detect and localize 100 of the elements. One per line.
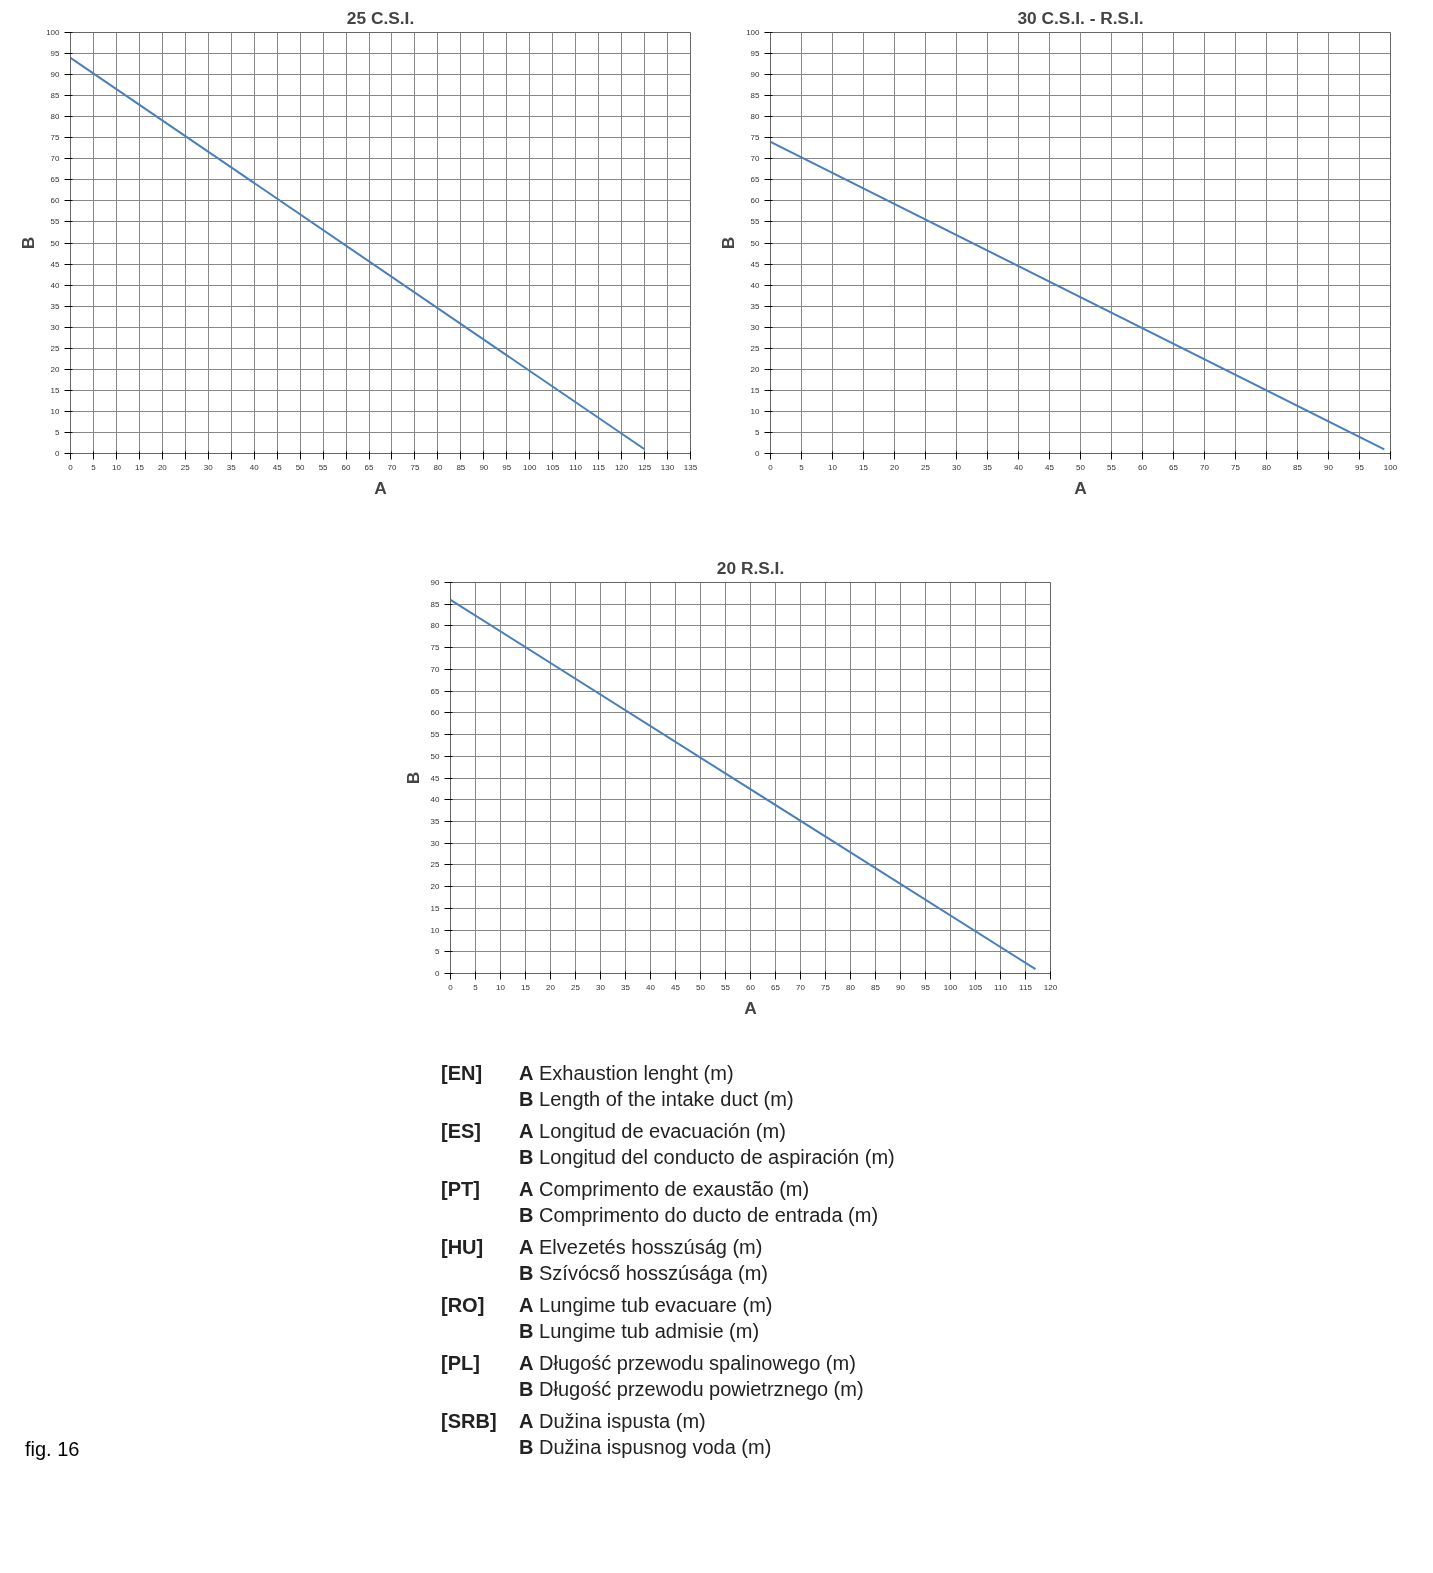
y-tick-label: 65 <box>750 175 761 185</box>
y-tick-label: 60 <box>430 708 441 718</box>
y-tick-label: 75 <box>430 643 441 653</box>
x-tick-label: 130 <box>660 462 675 472</box>
y-tick-label: 10 <box>50 406 61 416</box>
y-tick-label: 65 <box>430 686 441 696</box>
y-tick-label: 30 <box>50 322 61 332</box>
y-tick-label: 90 <box>750 70 761 80</box>
x-tick-label: 100 <box>943 982 958 992</box>
y-tick-label: 5 <box>435 947 441 957</box>
x-tick-label: 110 <box>994 982 1008 992</box>
chart-title: 20 R.S.I. <box>716 557 785 578</box>
y-tick-label: 40 <box>430 795 441 805</box>
x-tick-label: 25 <box>180 462 191 472</box>
x-tick-label: 30 <box>596 982 606 992</box>
x-tick-label: 10 <box>496 982 506 992</box>
x-tick-label: 45 <box>272 462 283 472</box>
y-tick-label: 60 <box>750 196 761 206</box>
x-tick-label: 25 <box>921 462 931 472</box>
x-tick-label: 40 <box>646 982 656 992</box>
y-tick-label: 0 <box>755 449 761 458</box>
text: [ES] A Longitud de evacuación (m) <box>441 1120 786 1142</box>
x-tick-label: 75 <box>821 982 831 992</box>
y-tick-label: 5 <box>755 427 761 437</box>
text: B Szívócső hosszúsága (m) <box>518 1261 769 1286</box>
x-axis-title: A <box>374 477 388 498</box>
x-tick-label: 35 <box>226 462 237 472</box>
y-tick-label: 90 <box>50 70 61 80</box>
x-tick-label: 85 <box>871 982 881 992</box>
y-tick-label: 70 <box>50 154 61 164</box>
text: [HU] A Elvezetés hosszúság (m) <box>441 1236 763 1258</box>
x-tick-label: 100 <box>1383 462 1398 472</box>
text: B Lungime tub admisie (m) <box>518 1319 761 1344</box>
x-tick-label: 15 <box>134 462 145 472</box>
y-tick-label: 55 <box>50 217 61 227</box>
x-tick-label: 110 <box>569 462 583 472</box>
x-tick-label: 120 <box>614 462 629 472</box>
y-tick-label: 85 <box>750 91 761 101</box>
y-tick-label: 45 <box>750 259 761 269</box>
x-tick-label: 30 <box>952 462 962 472</box>
x-tick-label: 50 <box>696 982 706 992</box>
y-tick-label: 40 <box>50 280 61 290</box>
x-tick-label: 95 <box>1355 462 1365 472</box>
x-tick-label: 90 <box>1324 462 1334 472</box>
y-tick-label: 15 <box>430 903 441 913</box>
x-tick-label: 125 <box>637 462 652 472</box>
x-tick-label: 65 <box>364 462 375 472</box>
x-tick-label: 90 <box>479 462 489 472</box>
text: [EN] A Exhaustion lenght (m) <box>441 1062 734 1084</box>
y-tick-label: 25 <box>50 343 61 353</box>
y-tick-label: 50 <box>750 238 761 248</box>
chart-title: 30 C.S.I. - R.S.I. <box>1017 7 1144 28</box>
x-tick-label: 25 <box>571 982 581 992</box>
x-tick-label: 15 <box>859 462 869 472</box>
y-tick-label: 55 <box>750 217 761 227</box>
x-tick-label: 55 <box>1107 462 1117 472</box>
x-tick-label: 75 <box>1231 462 1241 472</box>
y-tick-label: 80 <box>430 621 441 631</box>
x-tick-label: 20 <box>157 462 168 472</box>
x-tick-label: 35 <box>983 462 993 472</box>
x-tick-label: 90 <box>896 982 906 992</box>
x-tick-label: 80 <box>846 982 856 992</box>
y-tick-label: 30 <box>750 322 761 332</box>
y-tick-label: 90 <box>430 578 441 587</box>
y-tick-label: 0 <box>435 969 441 978</box>
y-tick-label: 15 <box>50 385 61 395</box>
x-tick-label: 10 <box>828 462 838 472</box>
x-tick-label: 40 <box>249 462 260 472</box>
x-axis-title: A <box>1074 477 1088 498</box>
x-tick-label: 65 <box>771 982 781 992</box>
x-tick-label: 70 <box>1200 462 1210 472</box>
text: [PL] A Długość przewodu spalinowego (m) <box>441 1352 856 1374</box>
y-tick-label: 45 <box>430 773 441 783</box>
text: [PT] A Comprimento de exaustão (m) <box>441 1178 810 1200</box>
x-tick-label: 115 <box>1019 982 1033 992</box>
x-tick-label: 50 <box>1076 462 1086 472</box>
text: B Longitud del conducto de aspiración (m) <box>518 1145 896 1170</box>
x-tick-label: 55 <box>318 462 329 472</box>
y-tick-label: 45 <box>50 259 61 269</box>
y-tick-label: 95 <box>50 49 61 59</box>
y-tick-label: 50 <box>50 238 61 248</box>
x-tick-label: 105 <box>546 462 560 472</box>
x-tick-label: 70 <box>387 462 397 472</box>
y-tick-label: 50 <box>430 751 441 761</box>
x-tick-label: 120 <box>1043 982 1058 992</box>
x-tick-label: 105 <box>968 982 983 992</box>
chart-title: 25 C.S.I. <box>346 7 415 28</box>
x-tick-label: 75 <box>410 462 420 472</box>
y-tick-label: 80 <box>750 112 761 122</box>
y-tick-label: 100 <box>746 28 761 37</box>
x-tick-label: 5 <box>473 982 479 992</box>
x-tick-label: 100 <box>523 462 537 472</box>
y-tick-label: 75 <box>750 133 761 143</box>
x-tick-label: 0 <box>68 462 74 472</box>
x-tick-label: 60 <box>1138 462 1148 472</box>
y-tick-label: 85 <box>50 91 61 101</box>
text: B Dužina ispusnog voda (m) <box>518 1435 773 1460</box>
text: [SRB] A Dužina ispusta (m) <box>440 1409 707 1434</box>
x-tick-label: 70 <box>796 982 806 992</box>
y-tick-label: 20 <box>50 364 61 374</box>
